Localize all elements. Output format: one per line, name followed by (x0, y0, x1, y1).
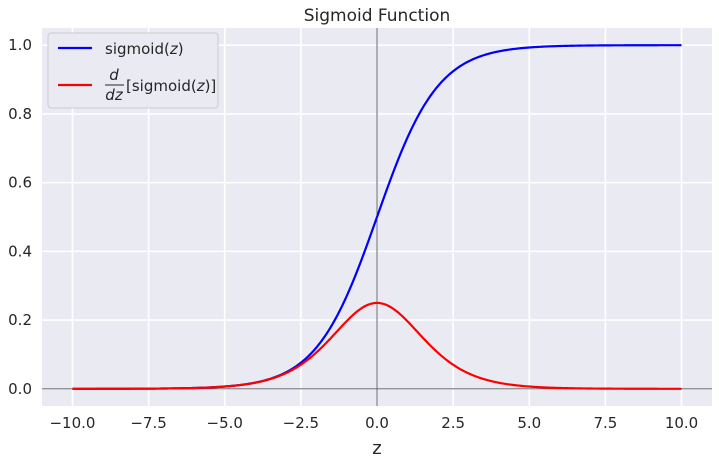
x-tick-label: −10.0 (49, 414, 95, 432)
x-tick-label: 2.5 (441, 414, 465, 432)
y-tick-label: 0.2 (8, 311, 32, 329)
y-tick-label: 1.0 (8, 36, 32, 54)
y-tick-label: 0.8 (8, 105, 32, 123)
legend-derivative-numerator: d (109, 66, 119, 84)
y-tick-label: 0.0 (8, 380, 32, 398)
series-line-derivative (72, 301, 682, 390)
x-tick-label: −7.5 (130, 414, 166, 432)
legend-box (47, 32, 219, 109)
legend-entry-derivative: [sigmoid(z)] (126, 77, 216, 95)
legend: sigmoid(z) d dz [sigmoid(z)] (47, 32, 219, 109)
x-tick-label: 10.0 (665, 414, 698, 432)
x-tick-label: 0.0 (365, 414, 389, 432)
y-tick-label: 0.6 (8, 174, 32, 192)
y-tick-label: 0.4 (8, 242, 32, 260)
x-tick-label: 7.5 (593, 414, 617, 432)
legend-derivative-denominator: dz (105, 86, 124, 104)
x-tick-label: −5.0 (207, 414, 243, 432)
chart-title: Sigmoid Function (304, 6, 451, 26)
y-tick-labels: 0.0 0.2 0.4 0.6 0.8 1.0 (8, 36, 32, 398)
x-axis-label: z (372, 438, 381, 459)
x-tick-label: −2.5 (283, 414, 319, 432)
x-tick-labels: −10.0 −7.5 −5.0 −2.5 0.0 2.5 5.0 7.5 10.0 (49, 414, 698, 432)
x-tick-label: 5.0 (517, 414, 541, 432)
legend-entry-sigmoid: sigmoid(z) (105, 40, 184, 58)
series-lines (72, 44, 682, 390)
